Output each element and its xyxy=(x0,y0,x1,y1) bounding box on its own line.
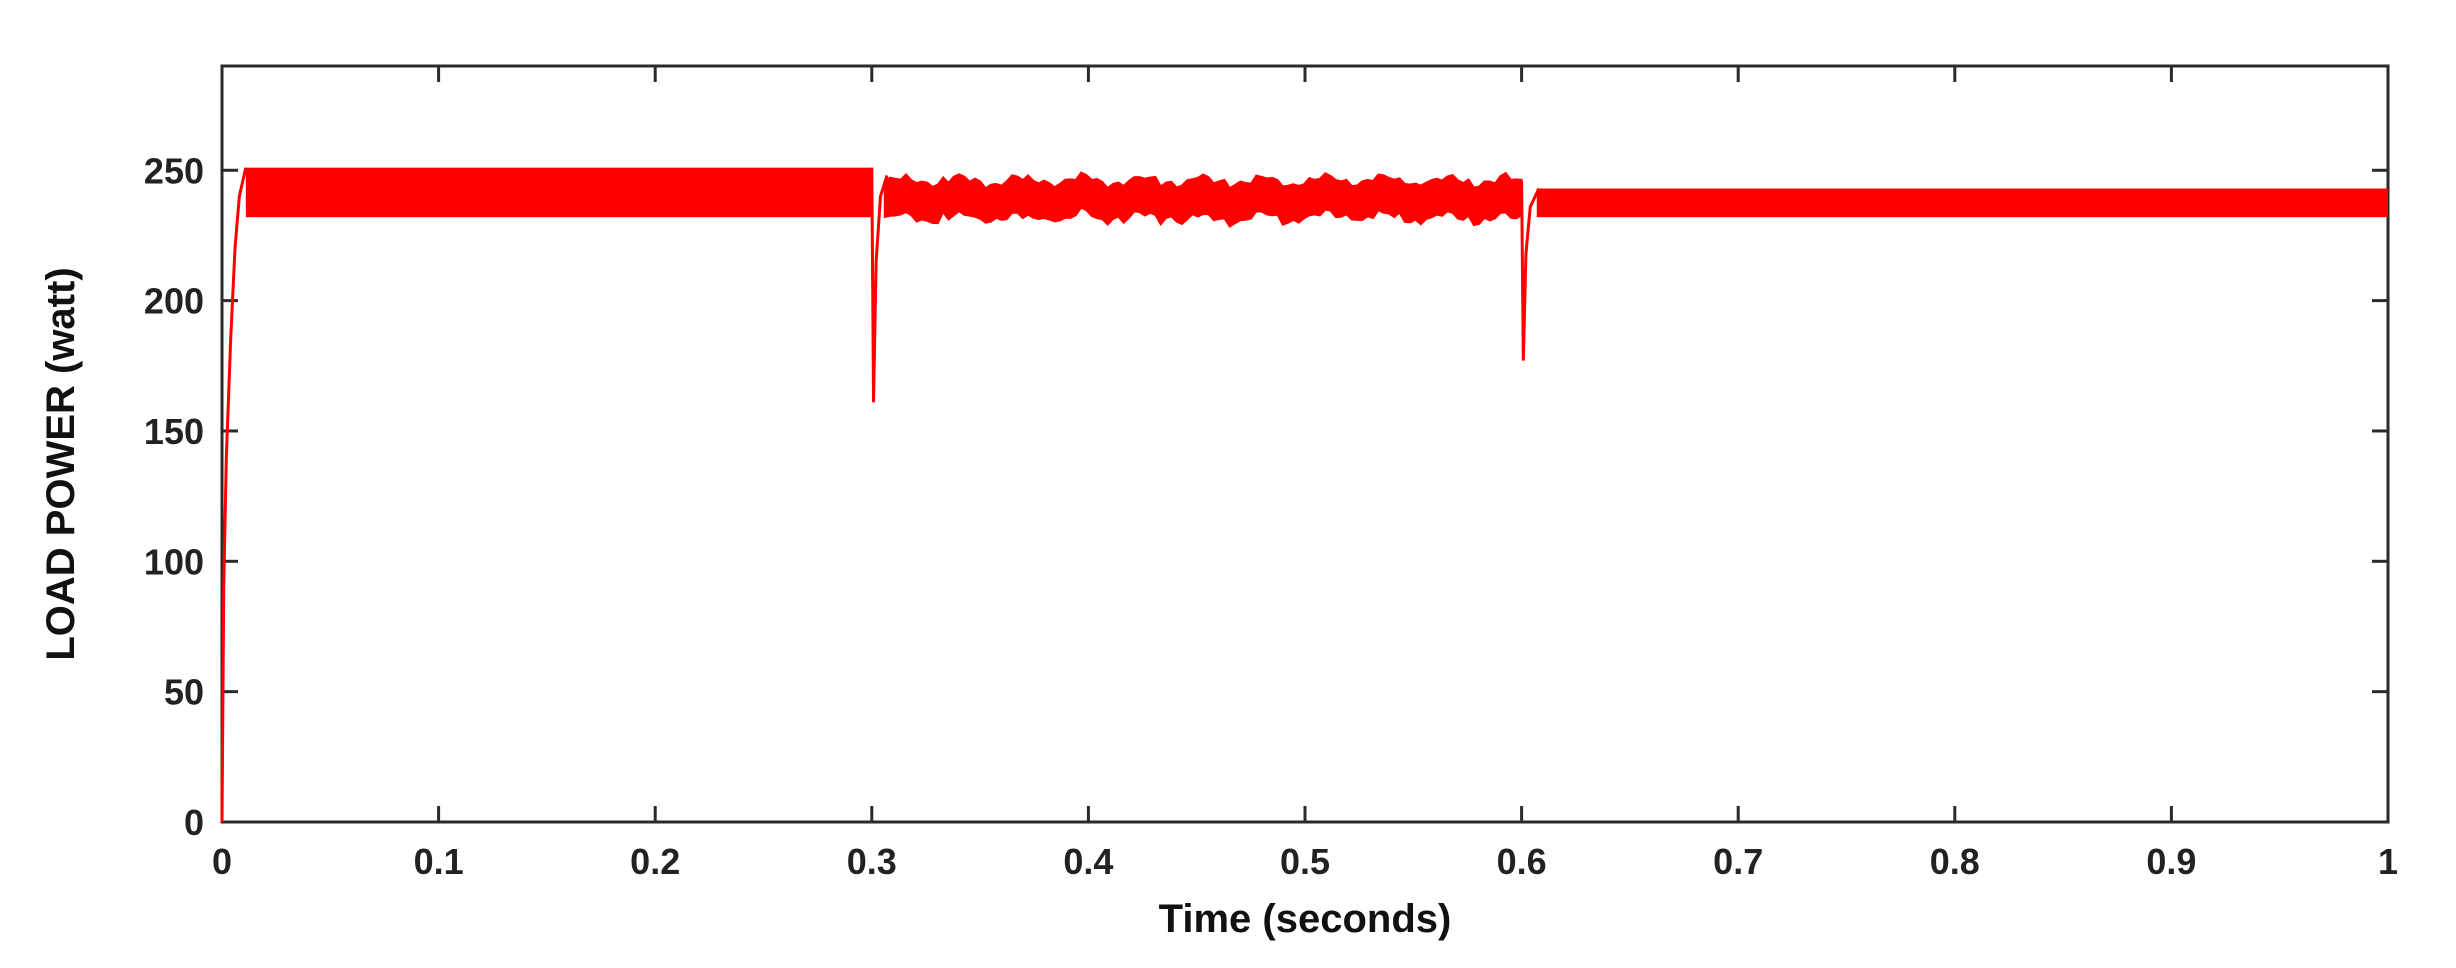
y-axis-title: LOAD POWER (watt) xyxy=(39,267,83,660)
x-tick-label: 0.8 xyxy=(1930,841,1980,882)
y-tick-label: 250 xyxy=(144,150,204,191)
y-tick-label: 100 xyxy=(144,541,204,582)
x-tick-label: 0.5 xyxy=(1280,841,1330,882)
band-segment-1 xyxy=(245,167,872,218)
x-tick-label: 0.7 xyxy=(1713,841,1763,882)
y-tick-label: 200 xyxy=(144,281,204,322)
y-tick-labels: 0 50 100 150 200 250 xyxy=(144,150,204,843)
dip-transient-0.3 xyxy=(870,167,889,403)
x-tick-label: 0.4 xyxy=(1063,841,1113,882)
dip-transient-0.6 xyxy=(1520,180,1541,361)
y-tick-label: 0 xyxy=(184,802,204,843)
x-tick-label: 0.3 xyxy=(847,841,897,882)
band-segment-2 xyxy=(883,171,1523,228)
x-tick-label: 1 xyxy=(2378,841,2398,882)
plot-area xyxy=(220,64,2390,824)
x-tick-label: 0.6 xyxy=(1497,841,1547,882)
x-tick-label: 0.1 xyxy=(414,841,464,882)
x-tick-label: 0.9 xyxy=(2146,841,2196,882)
x-tick-label: 0 xyxy=(212,841,232,882)
y-tick-label: 150 xyxy=(144,411,204,452)
x-axis-title: Time (seconds) xyxy=(1159,897,1452,941)
startup-transient xyxy=(220,167,248,823)
series-load-power xyxy=(220,167,2388,823)
ticks xyxy=(220,66,2390,824)
x-tick-label: 0.2 xyxy=(630,841,680,882)
band-segment-3 xyxy=(1536,188,2388,218)
x-tick-labels: 0 0.1 0.2 0.3 0.4 0.5 0.6 0.7 0.8 0.9 1 xyxy=(212,841,2398,882)
y-tick-label: 50 xyxy=(164,672,204,713)
